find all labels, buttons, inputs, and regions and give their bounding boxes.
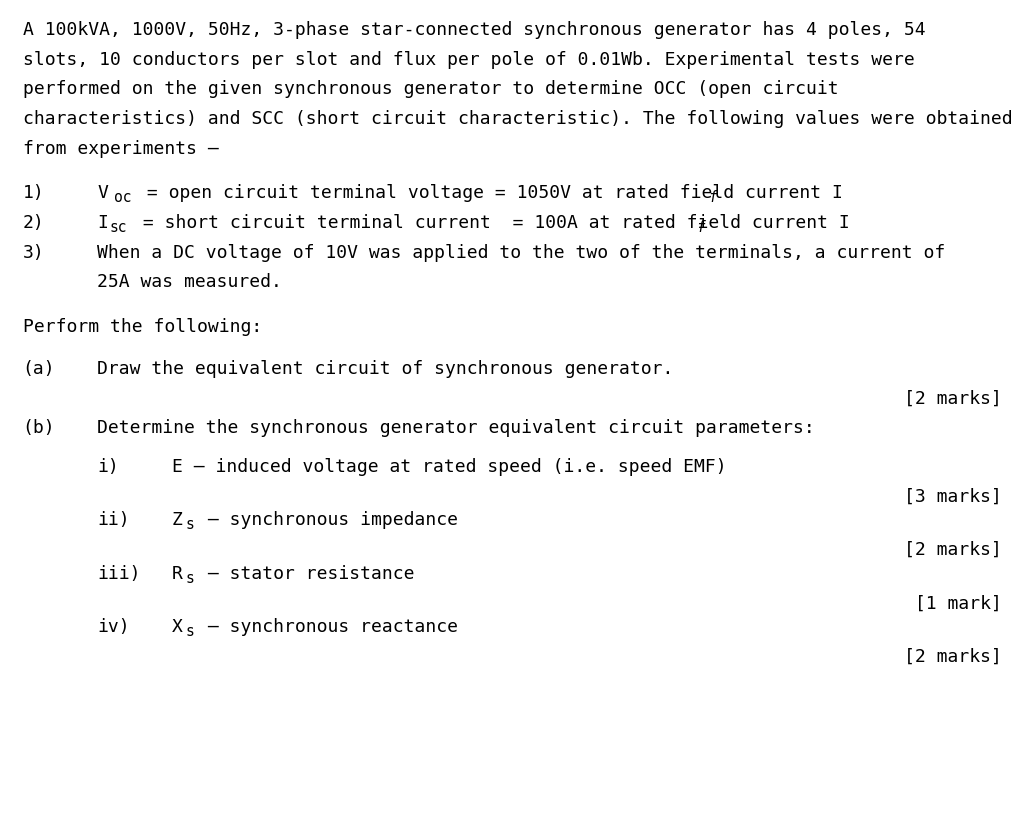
- Text: E – induced voltage at rated speed (i.e. speed EMF): E – induced voltage at rated speed (i.e.…: [172, 457, 727, 475]
- Text: Draw the equivalent circuit of synchronous generator.: Draw the equivalent circuit of synchrono…: [97, 359, 674, 377]
- Text: R: R: [172, 564, 183, 582]
- Text: 2): 2): [23, 214, 44, 232]
- Text: oc: oc: [114, 190, 131, 205]
- Text: ii): ii): [97, 511, 130, 528]
- Text: – synchronous reactance: – synchronous reactance: [197, 618, 458, 635]
- Text: iv): iv): [97, 618, 130, 635]
- Text: (b): (b): [23, 419, 55, 436]
- Text: 1): 1): [23, 184, 44, 202]
- Text: = open circuit terminal voltage = 1050V at rated field current I: = open circuit terminal voltage = 1050V …: [136, 184, 843, 202]
- Text: performed on the given synchronous generator to determine OCC (open circuit: performed on the given synchronous gener…: [23, 80, 839, 99]
- Text: f: f: [709, 190, 718, 205]
- Text: s: s: [185, 517, 195, 532]
- Text: (a): (a): [23, 359, 55, 377]
- Text: Z: Z: [172, 511, 183, 528]
- Text: A 100kVA, 1000V, 50Hz, 3-phase star-connected synchronous generator has 4 poles,: A 100kVA, 1000V, 50Hz, 3-phase star-conn…: [23, 21, 925, 39]
- Text: – synchronous impedance: – synchronous impedance: [197, 511, 458, 528]
- Text: When a DC voltage of 10V was applied to the two of the terminals, a current of: When a DC voltage of 10V was applied to …: [97, 243, 945, 262]
- Text: [3 marks]: [3 marks]: [903, 487, 1001, 505]
- Text: f: f: [696, 220, 706, 235]
- Text: Determine the synchronous generator equivalent circuit parameters:: Determine the synchronous generator equi…: [97, 419, 815, 436]
- Text: [2 marks]: [2 marks]: [903, 540, 1001, 558]
- Text: slots, 10 conductors per slot and flux per pole of 0.01Wb. Experimental tests we: slots, 10 conductors per slot and flux p…: [23, 50, 914, 69]
- Text: I: I: [97, 214, 109, 232]
- Text: [1 mark]: [1 mark]: [903, 594, 1001, 612]
- Text: characteristics) and SCC (short circuit characteristic). The following values we: characteristics) and SCC (short circuit …: [23, 110, 1012, 128]
- Text: s: s: [185, 570, 195, 585]
- Text: – stator resistance: – stator resistance: [197, 564, 414, 582]
- Text: Perform the following:: Perform the following:: [23, 318, 262, 336]
- Text: i): i): [97, 457, 119, 475]
- Text: X: X: [172, 618, 183, 635]
- Text: sc: sc: [110, 220, 127, 235]
- Text: from experiments –: from experiments –: [23, 140, 218, 158]
- Text: [2 marks]: [2 marks]: [903, 389, 1001, 407]
- Text: V: V: [97, 184, 109, 202]
- Text: s: s: [185, 624, 195, 638]
- Text: = short circuit terminal current  = 100A at rated field current I: = short circuit terminal current = 100A …: [132, 214, 850, 232]
- Text: iii): iii): [97, 564, 140, 582]
- Text: 3): 3): [23, 243, 44, 262]
- Text: 25A was measured.: 25A was measured.: [97, 273, 283, 291]
- Text: [2 marks]: [2 marks]: [903, 647, 1001, 665]
